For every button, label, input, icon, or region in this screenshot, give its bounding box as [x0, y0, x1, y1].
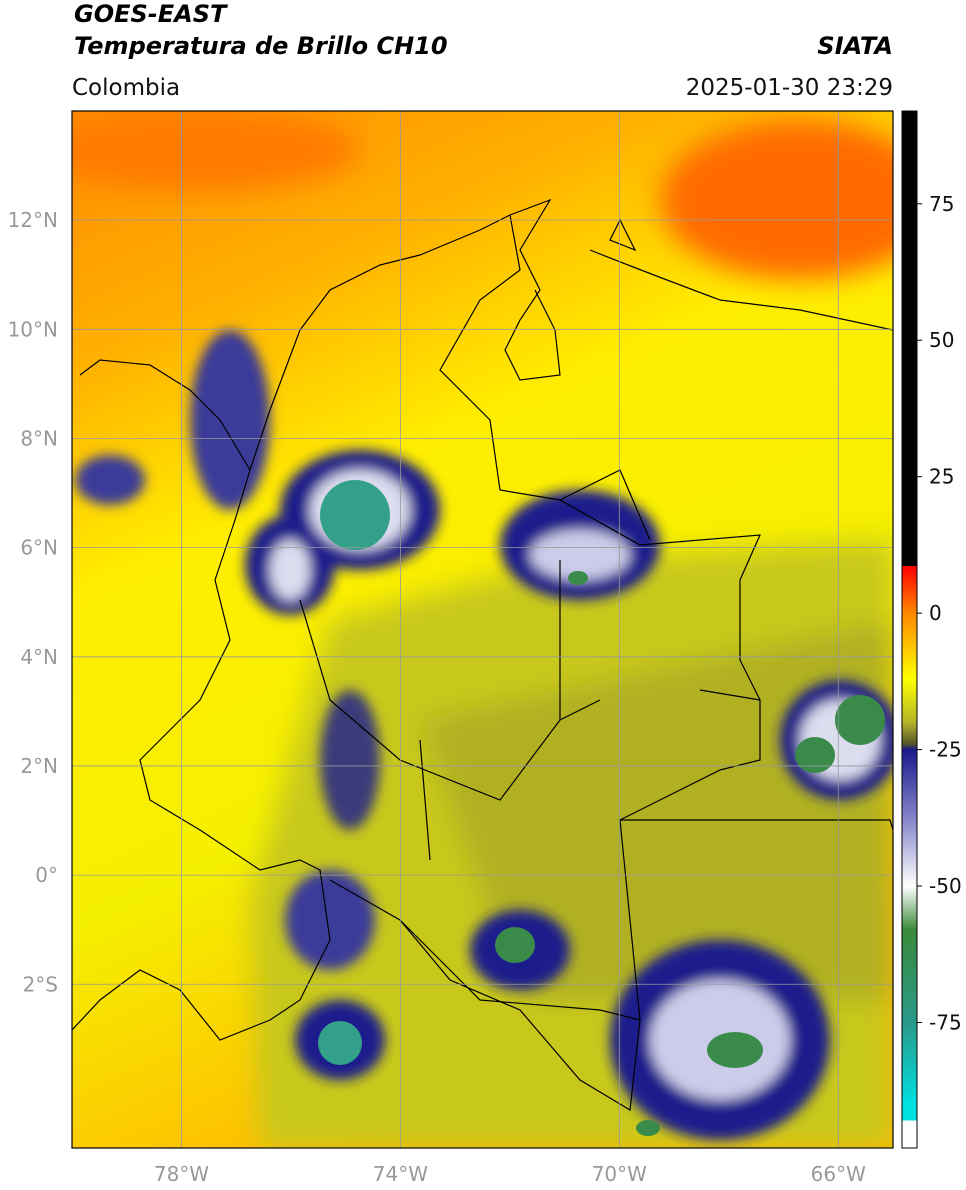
- x-tick-label: 78°W: [154, 1162, 209, 1186]
- y-tick-label: 6°N: [20, 536, 58, 560]
- y-tick-label: 0°: [35, 863, 58, 887]
- colorbar-tick-label: -75: [929, 1010, 962, 1034]
- subtitle: Temperatura de Brillo CH10: [74, 32, 448, 60]
- y-tick-label: 8°N: [20, 426, 58, 450]
- colorbar-tick-label: 75: [929, 192, 954, 216]
- map-imagery: [72, 111, 893, 1148]
- y-tick-label: 2°S: [23, 972, 58, 996]
- datetime: 2025-01-30 23:29: [686, 75, 893, 101]
- y-tick-label: 4°N: [20, 645, 58, 669]
- colorbar: [901, 110, 918, 1149]
- colorbar-tick-label: 25: [929, 465, 954, 489]
- map-frame: [71, 110, 894, 1149]
- region: Colombia: [72, 75, 180, 101]
- y-tick-label: 10°N: [8, 317, 58, 341]
- x-tick-label: 70°W: [592, 1162, 647, 1186]
- y-tick-label: 12°N: [8, 208, 58, 232]
- x-tick-label: 74°W: [373, 1162, 428, 1186]
- source: SIATA: [817, 32, 893, 60]
- colorbar-tick-label: -25: [929, 738, 962, 762]
- x-tick-label: 66°W: [811, 1162, 866, 1186]
- colorbar-tick-label: 0: [929, 601, 942, 625]
- title: GOES-EAST: [74, 0, 228, 28]
- y-tick-label: 2°N: [20, 754, 58, 778]
- colorbar-tick-label: -50: [929, 874, 962, 898]
- graticule: [72, 111, 893, 1148]
- colorbar-tick-label: 50: [929, 328, 954, 352]
